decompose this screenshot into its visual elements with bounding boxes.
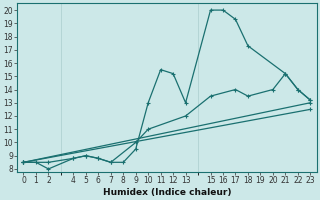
- X-axis label: Humidex (Indice chaleur): Humidex (Indice chaleur): [103, 188, 231, 197]
